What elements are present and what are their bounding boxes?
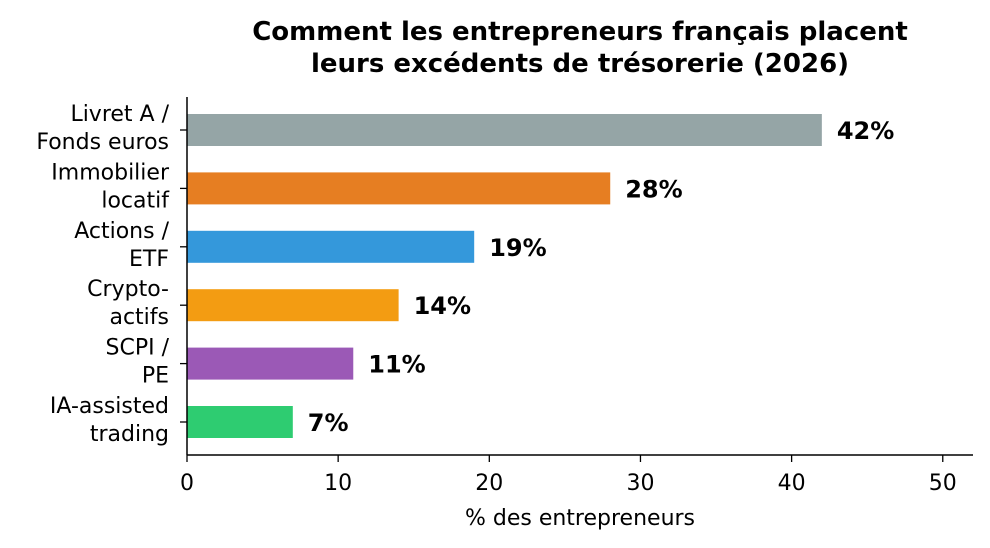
y-tick-label-line: PE xyxy=(142,364,169,389)
x-tick-label: 20 xyxy=(475,471,503,496)
bars-group xyxy=(187,114,822,438)
bar xyxy=(187,347,354,380)
y-tick-label-line: Livret A / xyxy=(70,102,169,127)
chart-title-line-1: Comment les entrepreneurs français place… xyxy=(252,17,908,47)
y-tick-label-line: Actions / xyxy=(74,219,169,244)
bar-value-label: 19% xyxy=(489,234,546,262)
bar xyxy=(187,289,399,322)
y-tick-label: SCPI / PE xyxy=(106,336,170,389)
y-tick-label-line: Fonds euros xyxy=(36,130,169,155)
bar xyxy=(187,230,475,263)
x-tick-label: 0 xyxy=(180,471,194,496)
bar xyxy=(187,406,293,438)
y-tick-label-line: SCPI / xyxy=(106,336,170,361)
y-axis: Livret A / Fonds euros Immobilier locatif Ac… xyxy=(36,97,188,455)
x-axis-label: % des entrepreneurs xyxy=(465,506,695,531)
y-tick-label-line: IA-assisted xyxy=(50,394,169,419)
bar-value-label: 28% xyxy=(625,175,682,203)
bar-value-label: 11% xyxy=(368,351,425,379)
bar-value-label: 7% xyxy=(308,409,349,437)
chart-title: Comment les entrepreneurs français place… xyxy=(252,17,908,79)
y-tick-label-line: Immobilier xyxy=(51,160,170,185)
y-tick-label-line: ETF xyxy=(129,247,169,272)
y-tick-label: Crypto-actifs xyxy=(87,277,169,330)
chart-title-line-2: leurs excédents de trésorerie (2026) xyxy=(311,49,849,79)
x-axis: 0 10 20 30 40 50 xyxy=(180,454,973,496)
y-tick-label: Livret A / Fonds euros xyxy=(36,102,169,155)
y-tick-label: IA-assisted trading xyxy=(50,394,169,447)
y-tick-label-line: trading xyxy=(90,422,169,447)
x-tick-label: 50 xyxy=(929,471,957,496)
bar xyxy=(187,172,611,205)
y-tick-label: Immobilier locatif xyxy=(51,160,170,213)
y-tick-label-line: locatif xyxy=(101,188,170,213)
x-tick-label: 40 xyxy=(778,471,806,496)
bar xyxy=(187,114,822,146)
bar-value-label: 14% xyxy=(414,292,471,320)
bar-value-label: 42% xyxy=(837,117,894,145)
y-tick-label-line: Crypto- xyxy=(87,277,169,302)
y-tick-label: Actions / ETF xyxy=(74,219,169,272)
y-tick-label-line: actifs xyxy=(109,305,169,330)
x-tick-label: 10 xyxy=(324,471,352,496)
x-tick-label: 30 xyxy=(626,471,654,496)
value-labels-group: 42% 28% 19% 14% 11% 7% xyxy=(308,117,894,437)
